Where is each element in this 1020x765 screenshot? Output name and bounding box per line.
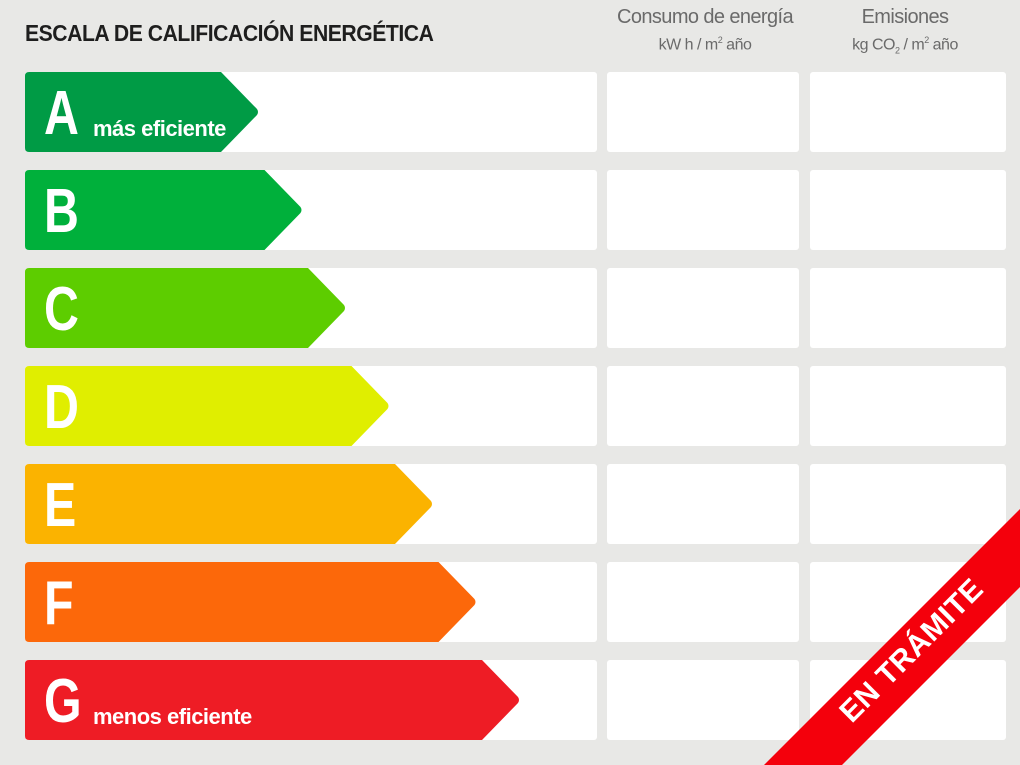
rating-arrow [25,464,432,544]
rating-arrow [25,366,389,446]
emissions-unit: kg CO2 / m2 año [852,35,958,56]
emissions-value-cell [810,170,1006,250]
rating-letter: C [44,275,79,344]
rating-row-d: D [0,366,1020,446]
energy-title: Consumo de energía [617,6,794,28]
rating-letter: F [44,569,74,638]
emissions-value-cell [810,72,1006,152]
page-title: ESCALA DE CALIFICACIÓN ENERGÉTICA [25,20,434,46]
emissions-value-cell [810,464,1006,544]
energy-value-cell [607,464,799,544]
energy-value-cell [607,366,799,446]
energy-value-cell [607,170,799,250]
rating-letter: E [44,471,77,540]
rating-label: menos eficiente [93,704,252,729]
rating-row-e: E [0,464,1020,544]
rating-arrow [25,170,302,250]
rating-letter: B [44,177,79,246]
energy-value-cell [607,562,799,642]
rating-letter: G [44,667,82,736]
emissions-value-cell [810,268,1006,348]
emissions-title: Emisiones [861,6,949,28]
rating-letter: A [44,79,79,148]
ribbon-band [764,509,1020,765]
rating-row-c: C [0,268,1020,348]
rating-arrow [25,562,476,642]
energy-value-cell [607,72,799,152]
emissions-value-cell [810,366,1006,446]
rating-label: más eficiente [93,116,226,141]
rating-letter: D [44,373,79,442]
energy-unit: kW h / m2 año [658,35,752,54]
rating-arrow [25,660,519,740]
energy-value-cell [607,660,799,740]
status-ribbon [764,509,1020,765]
energy-value-cell [607,268,799,348]
energy-column-header: Consumo de energía kW h / m2 año [607,6,803,54]
emissions-column-header: Emisiones kg CO2 / m2 año [805,6,1005,56]
rating-arrow [25,72,258,152]
rating-arrow [25,268,345,348]
rating-row-b: B [0,170,1020,250]
